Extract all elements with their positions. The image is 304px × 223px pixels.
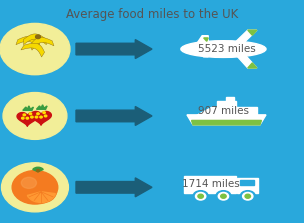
Circle shape <box>37 113 39 115</box>
Circle shape <box>195 192 206 200</box>
FancyBboxPatch shape <box>217 101 236 107</box>
FancyArrow shape <box>76 107 152 125</box>
FancyArrow shape <box>76 178 152 197</box>
Circle shape <box>3 93 67 139</box>
Polygon shape <box>248 63 257 68</box>
FancyBboxPatch shape <box>240 180 254 185</box>
Circle shape <box>44 115 47 117</box>
Circle shape <box>216 191 231 202</box>
Circle shape <box>218 192 229 200</box>
Ellipse shape <box>181 41 266 58</box>
Circle shape <box>243 192 253 200</box>
Polygon shape <box>193 36 208 49</box>
FancyArrow shape <box>76 40 152 58</box>
Circle shape <box>36 35 40 39</box>
Circle shape <box>40 116 42 118</box>
FancyBboxPatch shape <box>237 178 258 193</box>
Polygon shape <box>196 107 257 115</box>
Polygon shape <box>193 38 208 57</box>
Circle shape <box>22 117 24 119</box>
Polygon shape <box>187 115 266 125</box>
Polygon shape <box>17 113 38 126</box>
Polygon shape <box>230 30 257 68</box>
Polygon shape <box>30 37 54 50</box>
Circle shape <box>29 113 32 115</box>
Circle shape <box>193 191 208 202</box>
Polygon shape <box>24 34 46 45</box>
Polygon shape <box>21 43 45 57</box>
Circle shape <box>35 116 38 118</box>
Circle shape <box>245 194 250 198</box>
Polygon shape <box>248 30 257 35</box>
Wedge shape <box>27 192 55 202</box>
Text: 1714 miles: 1714 miles <box>182 179 240 189</box>
FancyBboxPatch shape <box>226 97 234 101</box>
Text: Average food miles to the UK: Average food miles to the UK <box>66 8 238 21</box>
Circle shape <box>0 23 70 75</box>
Circle shape <box>26 117 29 119</box>
Circle shape <box>23 114 26 116</box>
Polygon shape <box>23 106 33 110</box>
Polygon shape <box>16 36 40 49</box>
Polygon shape <box>204 38 208 41</box>
Circle shape <box>12 171 58 204</box>
Circle shape <box>21 177 36 188</box>
Circle shape <box>36 169 40 172</box>
Polygon shape <box>192 120 261 125</box>
Circle shape <box>2 163 68 212</box>
Circle shape <box>198 194 203 198</box>
Wedge shape <box>33 167 43 172</box>
Text: 5523 miles: 5523 miles <box>198 44 255 54</box>
Text: 907 miles: 907 miles <box>198 107 249 116</box>
Circle shape <box>31 116 33 118</box>
Polygon shape <box>254 47 266 51</box>
Circle shape <box>43 112 45 114</box>
Wedge shape <box>27 192 56 203</box>
FancyBboxPatch shape <box>184 176 236 193</box>
Circle shape <box>221 194 226 198</box>
Polygon shape <box>31 112 51 125</box>
Polygon shape <box>36 105 47 109</box>
Circle shape <box>240 191 255 202</box>
